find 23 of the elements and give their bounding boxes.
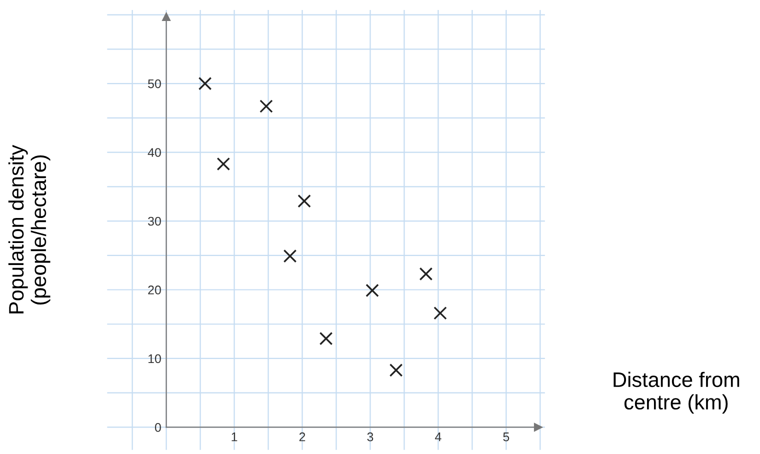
x-tick-label: 1 xyxy=(232,432,238,442)
x-tick-label: 4 xyxy=(435,432,442,442)
point xyxy=(389,364,403,377)
x-tick-label: 2 xyxy=(299,432,306,442)
y-tick-label: 10 xyxy=(148,354,161,364)
y-axis-title: Population density (people/hectare) xyxy=(8,144,50,314)
point xyxy=(419,267,433,281)
x-tick-label: 5 xyxy=(503,432,510,442)
point xyxy=(434,306,447,320)
point xyxy=(319,332,333,346)
point xyxy=(216,157,230,171)
y-tick-label: 50 xyxy=(148,79,161,88)
x-tick-label: 3 xyxy=(367,432,374,442)
y-tick-label: 20 xyxy=(148,286,161,294)
point xyxy=(260,100,273,113)
point xyxy=(366,284,379,298)
point xyxy=(198,76,212,90)
y-tick-label: 0 xyxy=(154,423,161,432)
y-tick-label: 30 xyxy=(148,216,161,226)
x-axis-title: Distance from centre (km) xyxy=(614,372,740,414)
point xyxy=(298,194,311,208)
y-tick-label: 40 xyxy=(148,148,161,157)
point xyxy=(283,249,297,263)
